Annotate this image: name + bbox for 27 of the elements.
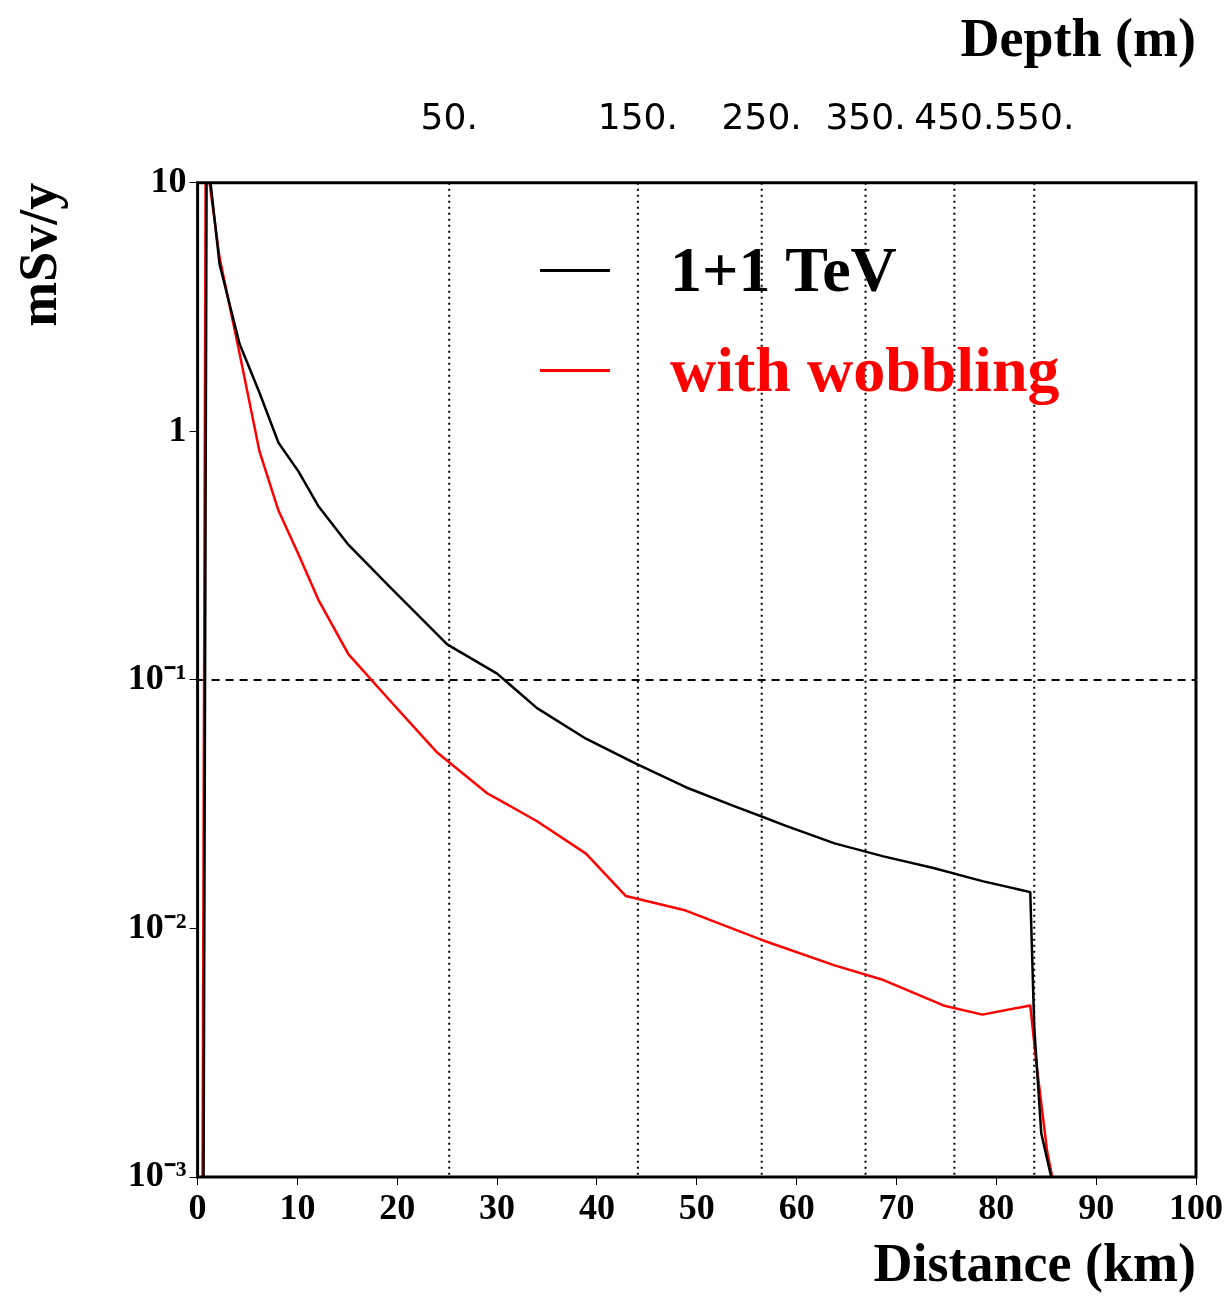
x2-axis-title: Depth (m) — [960, 8, 1196, 69]
text: 450. — [914, 96, 995, 138]
legend-label: 1+1 TeV — [670, 233, 897, 307]
x-tick-label: 50 — [678, 1186, 715, 1227]
text: 50. — [420, 96, 478, 138]
text: 150. — [597, 96, 678, 138]
text: 350. — [825, 96, 906, 138]
x-tick-label: 30 — [479, 1186, 516, 1227]
y-axis-title: mSv/y — [8, 182, 69, 327]
y-tick-label: 10⁻¹ — [127, 657, 187, 698]
legend-label: with wobbling — [670, 333, 1060, 407]
x-tick-label: 60 — [778, 1186, 815, 1227]
y-tick-label: 10⁻² — [127, 905, 187, 946]
x-tick-label: 40 — [578, 1186, 615, 1227]
text: 550. — [994, 96, 1075, 138]
y-tick-label: 10 — [150, 160, 187, 201]
y-tick-label: 10⁻³ — [127, 1154, 187, 1195]
x-tick-label: 80 — [978, 1186, 1015, 1227]
x-axis-title: Distance (km) — [873, 1232, 1196, 1293]
x-tick-label: 90 — [1078, 1186, 1115, 1227]
x-tick-label: 0 — [188, 1186, 207, 1227]
x-tick-label: 100 — [1169, 1186, 1223, 1227]
x-tick-label: 70 — [878, 1186, 915, 1227]
text: 250. — [721, 96, 802, 138]
x-tick-label: 10 — [279, 1186, 316, 1227]
y-tick-label: 1 — [168, 408, 187, 449]
x-tick-label: 20 — [379, 1186, 416, 1227]
